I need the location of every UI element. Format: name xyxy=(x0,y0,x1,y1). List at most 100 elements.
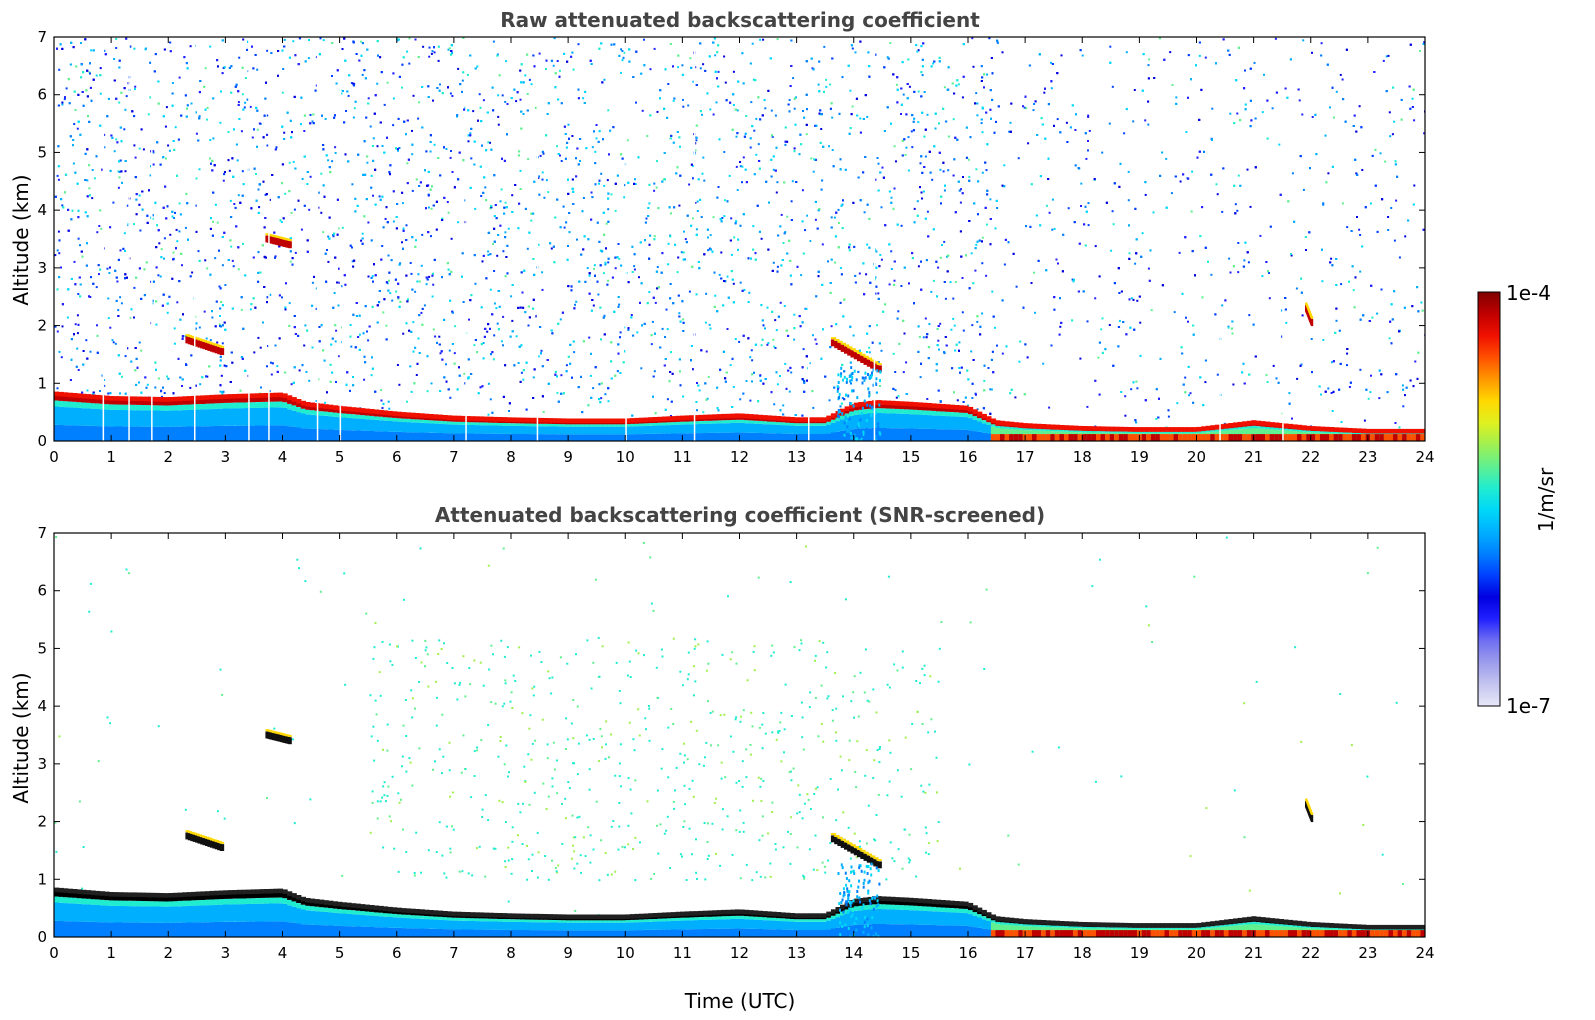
noise-point xyxy=(1094,245,1097,248)
noise-point xyxy=(420,311,423,314)
noise-point xyxy=(701,113,703,116)
noise-point xyxy=(1201,206,1204,209)
noise-point xyxy=(370,374,373,377)
noise-point xyxy=(586,267,589,270)
noise-point xyxy=(445,148,448,150)
noise-point xyxy=(939,322,942,325)
noise-point xyxy=(367,275,370,278)
noise-point xyxy=(1067,207,1070,210)
noise-point xyxy=(439,83,441,86)
noise-point xyxy=(1268,272,1270,274)
noise-point xyxy=(767,342,770,344)
noise-point xyxy=(309,175,312,178)
noise-point xyxy=(66,316,69,319)
noise-point xyxy=(773,345,776,348)
noise-point xyxy=(705,292,708,295)
noise-point xyxy=(650,343,653,346)
noise-point xyxy=(174,211,176,214)
noise-point xyxy=(858,272,861,275)
noise-point xyxy=(665,308,668,311)
noise-point xyxy=(702,63,705,66)
noise-point xyxy=(1059,325,1062,328)
noise-point xyxy=(1112,223,1115,226)
noise-point xyxy=(916,50,919,53)
noise-point xyxy=(482,357,485,360)
noise-point xyxy=(79,283,82,286)
noise-point xyxy=(97,264,100,267)
noise-point xyxy=(409,365,412,368)
noise-point xyxy=(776,383,779,386)
noise-point xyxy=(1127,199,1130,202)
noise-point xyxy=(334,152,337,154)
noise-point xyxy=(961,311,964,314)
noise-point xyxy=(715,101,718,104)
noise-point xyxy=(165,106,168,109)
noise-point xyxy=(378,195,381,198)
noise-point xyxy=(606,179,609,182)
noise-point xyxy=(790,371,793,374)
noise-point xyxy=(1243,259,1246,262)
noise-point xyxy=(107,317,110,320)
noise-point xyxy=(205,337,208,340)
noise-point xyxy=(427,193,430,196)
noise-point xyxy=(721,217,724,219)
noise-point xyxy=(144,47,147,50)
noise-point xyxy=(829,83,832,86)
noise-point xyxy=(351,260,354,263)
noise-point xyxy=(1247,261,1250,264)
noise-point xyxy=(679,384,682,387)
noise-point xyxy=(469,132,472,135)
noise-point xyxy=(1341,78,1344,81)
noise-point xyxy=(986,73,988,76)
noise-point xyxy=(614,209,617,212)
noise-point xyxy=(206,267,209,270)
noise-point xyxy=(953,92,956,95)
noise-point xyxy=(106,267,109,270)
noise-point xyxy=(574,303,576,306)
noise-point xyxy=(1178,251,1181,254)
noise-point xyxy=(801,189,804,192)
noise-point xyxy=(167,144,170,147)
noise-point xyxy=(559,318,562,321)
noise-point xyxy=(206,106,209,109)
noise-point xyxy=(696,409,698,412)
noise-point xyxy=(752,225,755,228)
noise-point xyxy=(1248,314,1251,317)
noise-point xyxy=(921,58,924,61)
noise-point xyxy=(495,307,498,310)
noise-point xyxy=(1311,116,1314,118)
noise-point xyxy=(1001,352,1004,355)
noise-point xyxy=(560,160,563,162)
noise-point xyxy=(1014,396,1017,399)
noise-point xyxy=(877,162,880,165)
noise-point xyxy=(408,62,411,65)
noise-point xyxy=(676,271,679,274)
noise-point xyxy=(1402,388,1405,391)
noise-point xyxy=(470,157,473,160)
noise-point xyxy=(257,251,260,254)
noise-point xyxy=(1050,87,1053,90)
noise-point xyxy=(303,130,306,132)
noise-point xyxy=(65,87,68,90)
noise-point xyxy=(1327,172,1330,175)
noise-point xyxy=(484,186,487,189)
noise-point xyxy=(892,352,895,355)
noise-point xyxy=(249,105,252,108)
noise-point xyxy=(56,249,59,252)
noise-point xyxy=(256,68,259,71)
noise-point xyxy=(58,252,61,255)
noise-point xyxy=(723,151,726,153)
noise-point xyxy=(89,296,92,298)
noise-point xyxy=(610,43,613,46)
noise-point xyxy=(663,152,666,154)
noise-point xyxy=(369,125,372,128)
noise-point xyxy=(218,285,221,288)
noise-point xyxy=(1003,164,1006,167)
noise-point xyxy=(113,150,116,153)
noise-point xyxy=(1266,381,1269,383)
noise-point xyxy=(981,131,984,134)
noise-point xyxy=(752,78,755,81)
noise-point xyxy=(292,160,295,163)
noise-point xyxy=(237,194,240,197)
noise-point xyxy=(541,171,544,174)
